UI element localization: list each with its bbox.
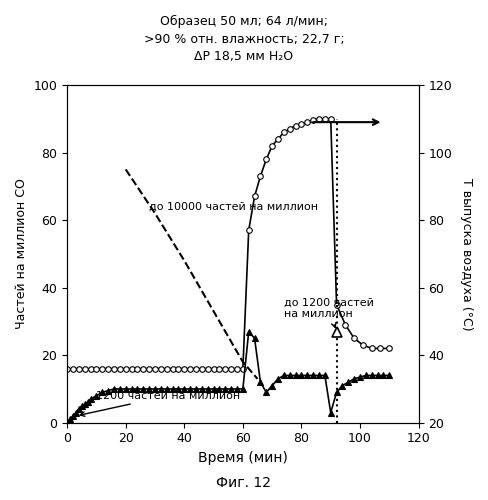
Text: >90 % отн. влажность; 22,7 г;: >90 % отн. влажность; 22,7 г; [143, 32, 345, 46]
Text: до 10000 частей на миллион: до 10000 частей на миллион [149, 202, 318, 211]
Text: до 1200 частей
на миллион: до 1200 частей на миллион [284, 298, 374, 328]
Text: 1200 частей на миллион: 1200 частей на миллион [80, 390, 241, 416]
Y-axis label: Т выпуска воздуха (°С): Т выпуска воздуха (°С) [460, 178, 473, 330]
X-axis label: Время (мин): Время (мин) [198, 451, 288, 465]
Y-axis label: Частей на миллион СО: Частей на миллион СО [15, 178, 28, 330]
Text: ΔP 18,5 мм H₂O: ΔP 18,5 мм H₂O [194, 50, 294, 63]
Text: Образец 50 мл; 64 л/мин;: Образец 50 мл; 64 л/мин; [160, 15, 328, 28]
Text: Фиг. 12: Фиг. 12 [217, 476, 271, 490]
